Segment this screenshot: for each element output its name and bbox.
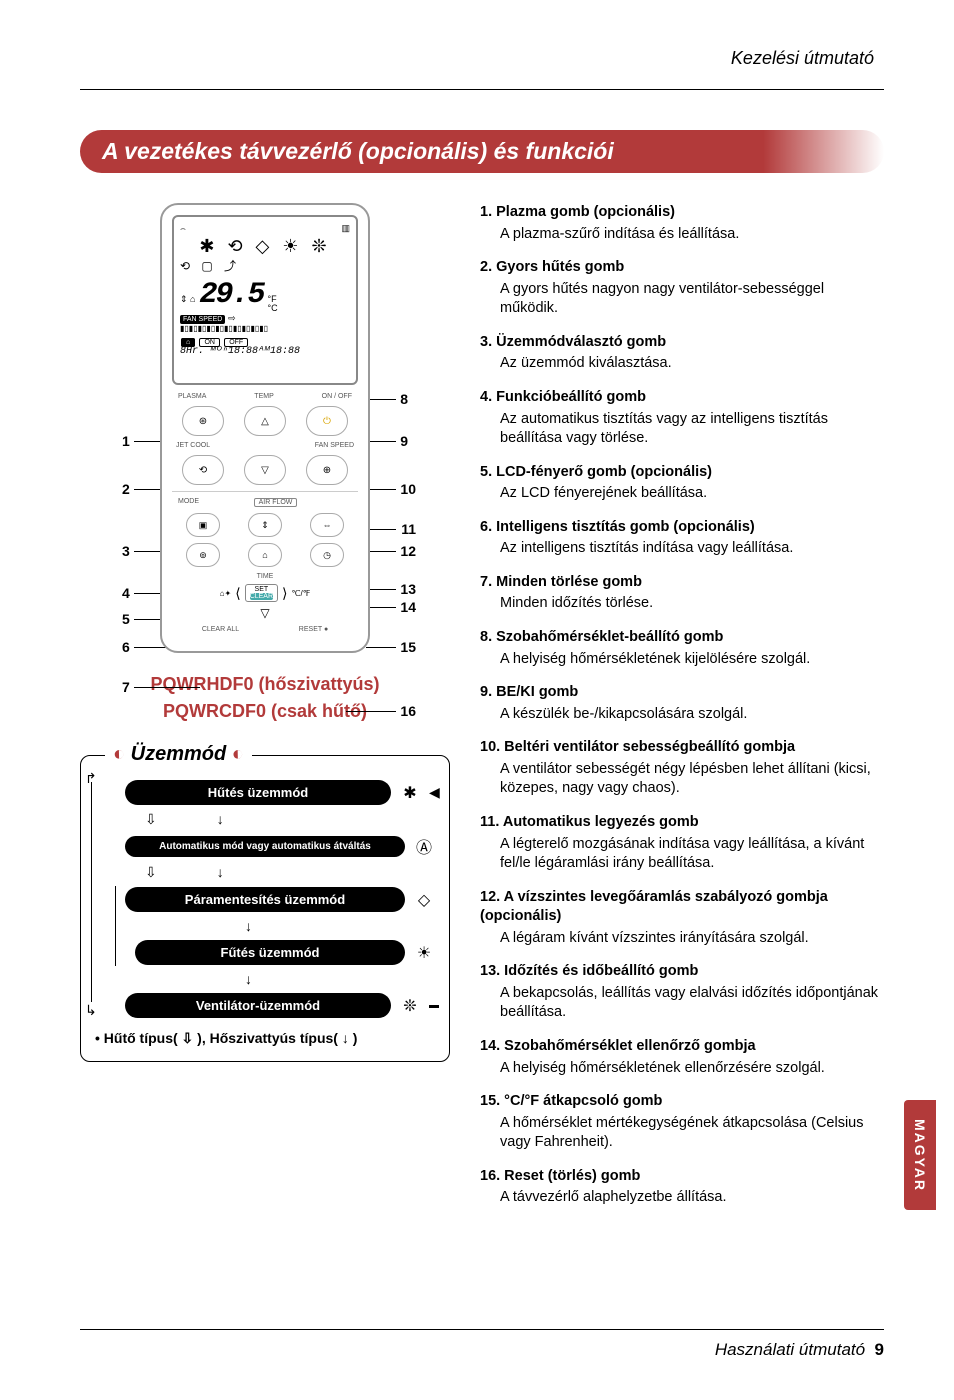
function-item: 8. Szobahőmérséklet-beállító gombA helyi… (480, 628, 884, 669)
callout-11: 11 (401, 521, 416, 537)
function-item: 13. Időzítés és időbeállító gombA bekapc… (480, 962, 884, 1023)
callout-4: 4 (122, 585, 130, 601)
function-item: 5. LCD-fényerő gomb (opcionális)Az LCD f… (480, 463, 884, 504)
mode-footer-note: • Hűtő típus( ⇩ ), Hőszivattyús típus( ↓… (95, 1030, 435, 1047)
temp-down-button[interactable]: ▽ (244, 455, 286, 485)
function-item: 15. °C/°F átkapcsoló gombA hőmérséklet m… (480, 1092, 884, 1153)
remote-diagram: 1 2 3 4 5 6 7 8 9 10 (130, 203, 400, 653)
function-item: 4. Funkcióbeállító gombAz automatikus ti… (480, 388, 884, 449)
function-item: 6. Intelligens tisztítás gomb (opcionáli… (480, 518, 884, 559)
set-clear-button[interactable]: SET CLEAR (245, 584, 278, 602)
function-item: 11. Automatikus legyezés gombA légterelő… (480, 813, 884, 874)
callout-10: 10 (400, 481, 416, 497)
callout-5: 5 (122, 611, 130, 627)
mode-button[interactable]: ▣ (186, 513, 220, 537)
power-button[interactable]: ⏻ (306, 406, 348, 436)
fanspeed-button[interactable]: ⊕ (306, 455, 348, 485)
callout-7: 7 (122, 679, 130, 695)
mode-dehumid: Páramentesítés üzemmód (125, 887, 405, 912)
timer-button[interactable]: ◷ (310, 543, 344, 567)
callout-12: 12 (400, 543, 416, 559)
function-item: 14. Szobahőmérséklet ellenőrző gombjaA h… (480, 1037, 884, 1078)
swing-v-button[interactable]: ⇕ (248, 513, 282, 537)
function-item: 16. Reset (törlés) gombA távvezérlő alap… (480, 1167, 884, 1208)
function-item: 12. A vízszintes levegőáramlás szabályoz… (480, 888, 884, 949)
time-right-button[interactable]: ⟩ (282, 585, 287, 602)
sun-icon: ☀ (413, 943, 435, 963)
rule-bottom (80, 1329, 884, 1330)
callout-15: 15 (400, 639, 416, 655)
swing-h-button[interactable]: ⇔ (310, 513, 344, 537)
snowflake-icon: ✱ (399, 783, 421, 803)
section-title: A vezetékes távvezérlő (opcionális) és f… (80, 130, 884, 173)
plasma-button[interactable]: ⊛ (182, 406, 224, 436)
mode-auto: Automatikus mód vagy automatikus átváltá… (125, 836, 405, 857)
page-footer: Használati útmutató 9 (80, 1340, 884, 1360)
callout-9: 9 (400, 433, 408, 449)
callout-1: 1 (122, 433, 130, 449)
cursor-down[interactable]: ▽ (172, 606, 358, 620)
function-item: 3. Üzemmódválasztó gombAz üzemmód kivála… (480, 333, 884, 374)
mode-heating: Fűtés üzemmód (135, 940, 405, 965)
function-item: 7. Minden törlése gombMinden időzítés tö… (480, 573, 884, 614)
smartclean-button[interactable]: ⌂✦ (220, 589, 232, 598)
model-names: PQWRHDF0 (hőszivattyús) PQWRCDF0 (csak h… (80, 671, 450, 725)
func-button[interactable]: ⊚ (186, 543, 220, 567)
rule-top (80, 89, 884, 90)
language-tab: MAGYAR (904, 1100, 936, 1210)
room-button[interactable]: ⌂ (248, 543, 282, 567)
callout-6: 6 (122, 639, 130, 655)
temp-up-button[interactable]: △ (244, 406, 286, 436)
fan-icon: ❊ (399, 996, 421, 1016)
function-item: 9. BE/KI gombA készülék be-/kikapcsolásá… (480, 683, 884, 724)
time-left-button[interactable]: ⟨ (235, 585, 240, 602)
jetcool-button[interactable]: ⟲ (182, 455, 224, 485)
function-item: 2. Gyors hűtés gombA gyors hűtés nagyon … (480, 258, 884, 319)
clearall-button[interactable]: CLEAR ALL (202, 626, 239, 633)
callout-3: 3 (122, 543, 130, 559)
lcd-screen: ⌢ ▥ ✱ ⟲ ◇ ☀ ❊ ⟲ ▢ ⤴ ⇕ ⌂ 29.5 °F°C FAN SP… (172, 215, 358, 385)
droplet-icon: ◇ (413, 890, 435, 910)
callout-13: 13 (400, 581, 416, 597)
auto-icon: Ⓐ (413, 834, 435, 858)
callout-8: 8 (400, 391, 408, 407)
doc-header: Kezelési útmutató (80, 48, 884, 69)
cf-button[interactable]: ℃/℉ (292, 589, 311, 598)
mode-fan: Ventilátor-üzemmód (125, 993, 391, 1018)
callout-16: 16 (400, 703, 416, 719)
reset-button[interactable]: RESET ● (299, 626, 328, 633)
callout-2: 2 (122, 481, 130, 497)
mode-cycle-box: ◐ Üzemmód ◐ ↱ ↳ Hűtés üzemmód ✱ ◀ ⇩↓ Aut… (80, 755, 450, 1062)
function-item: 10. Beltéri ventilátor sebességbeállító … (480, 738, 884, 799)
mode-cooling: Hűtés üzemmód (125, 780, 391, 805)
callout-14: 14 (400, 599, 416, 615)
functions-list: 1. Plazma gomb (opcionális)A plazma-szűr… (480, 203, 884, 1208)
function-item: 1. Plazma gomb (opcionális)A plazma-szűr… (480, 203, 884, 244)
